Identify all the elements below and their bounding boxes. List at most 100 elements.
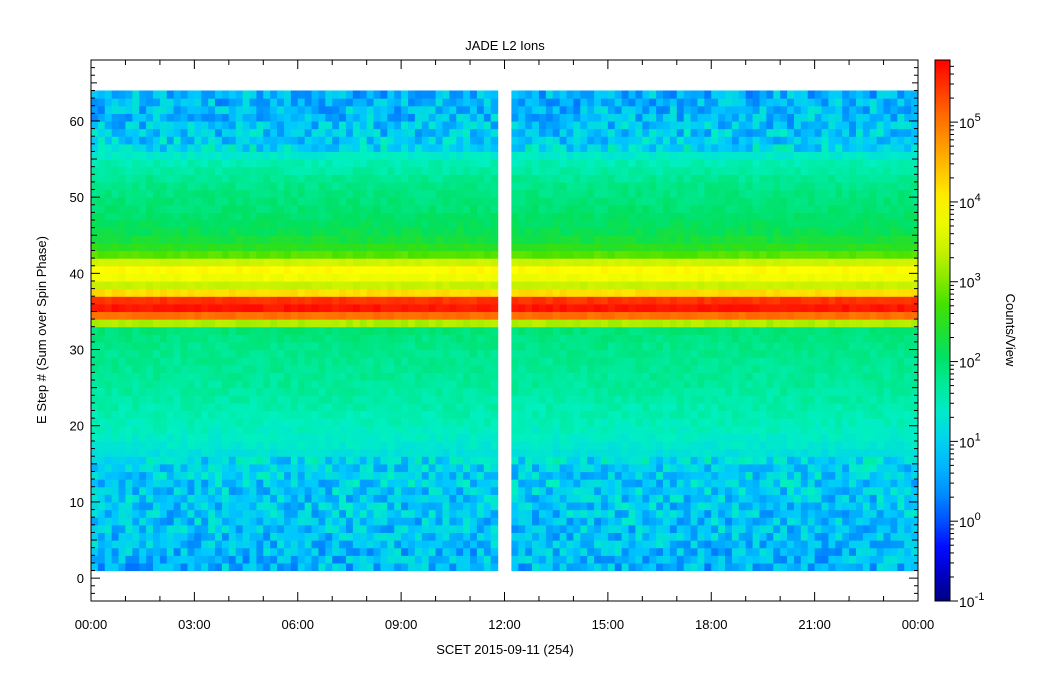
heatmap-cell — [132, 387, 140, 396]
heatmap-cell — [159, 547, 168, 556]
heatmap-cell — [159, 494, 168, 503]
heatmap-cell — [408, 471, 416, 480]
heatmap-cell — [435, 509, 444, 518]
heatmap-cell — [476, 448, 485, 457]
heatmap-cell — [153, 98, 161, 107]
heatmap-cell — [153, 181, 161, 191]
heatmap-cell — [538, 220, 547, 229]
heatmap-cell — [649, 547, 657, 556]
heatmap-cell — [263, 227, 271, 236]
heatmap-cell — [139, 120, 147, 130]
heatmap-cell — [614, 189, 623, 198]
heatmap-cell — [332, 357, 340, 366]
heatmap-cell — [146, 174, 154, 183]
heatmap-cell — [401, 410, 409, 419]
heatmap-cell — [463, 562, 471, 572]
heatmap-cell — [476, 540, 485, 549]
heatmap-cell — [187, 540, 195, 549]
heatmap-cell — [270, 120, 278, 130]
heatmap-cell — [580, 105, 588, 114]
heatmap-cell — [559, 258, 568, 267]
heatmap-cell — [173, 440, 182, 450]
heatmap-cell — [456, 372, 464, 381]
heatmap-cell — [566, 562, 575, 572]
heatmap-cell — [573, 250, 581, 259]
heatmap-cell — [449, 90, 457, 99]
heatmap-cell — [111, 311, 120, 320]
heatmap-cell — [594, 524, 602, 534]
heatmap-cell — [435, 105, 444, 114]
heatmap-cell — [270, 341, 278, 351]
heatmap-cell — [91, 280, 99, 290]
heatmap-cell — [153, 189, 161, 198]
heatmap-cell — [242, 242, 251, 252]
heatmap-cell — [614, 540, 623, 549]
heatmap-cell — [525, 456, 533, 465]
heatmap-cell — [525, 159, 533, 168]
heatmap-cell — [594, 265, 602, 274]
heatmap-cell — [545, 105, 554, 114]
heatmap-cell — [483, 471, 492, 480]
heatmap-cell — [132, 181, 140, 191]
heatmap-cell — [91, 265, 99, 274]
heatmap-cell — [97, 242, 106, 252]
heatmap-cell — [263, 486, 271, 495]
heatmap-cell — [442, 212, 450, 221]
heatmap-cell — [166, 212, 175, 221]
heatmap-cell — [428, 425, 437, 434]
heatmap-cell — [345, 380, 354, 389]
heatmap-cell — [297, 265, 306, 274]
heatmap-cell — [401, 463, 409, 473]
heatmap-cell — [345, 349, 354, 358]
heatmap-cell — [470, 151, 478, 160]
heatmap-cell — [132, 212, 140, 221]
heatmap-cell — [421, 273, 430, 282]
heatmap-cell — [263, 387, 271, 396]
heatmap-cell — [463, 90, 471, 99]
heatmap-cell — [290, 463, 299, 473]
heatmap-cell — [91, 524, 99, 534]
heatmap-cell — [194, 486, 202, 495]
heatmap-cell — [573, 418, 581, 427]
heatmap-cell — [352, 418, 361, 427]
heatmap-cell — [401, 448, 409, 457]
heatmap-cell — [283, 349, 292, 358]
heatmap-cell — [146, 387, 154, 396]
heatmap-cell — [97, 166, 106, 175]
heatmap-cell — [552, 204, 561, 213]
heatmap-cell — [518, 372, 526, 381]
heatmap-cell — [194, 235, 202, 244]
heatmap-cell — [235, 159, 244, 168]
heatmap-cell — [166, 296, 175, 305]
heatmap-cell — [642, 418, 650, 427]
heatmap-cell — [132, 372, 140, 381]
heatmap-cell — [594, 418, 602, 427]
heatmap-cell — [325, 463, 333, 473]
heatmap-cell — [345, 395, 354, 404]
heatmap-cell — [270, 448, 278, 457]
heatmap-cell — [580, 113, 588, 122]
heatmap-cell — [635, 280, 643, 290]
heatmap-cell — [470, 486, 478, 495]
heatmap-cell — [408, 151, 416, 160]
heatmap-cell — [366, 319, 375, 328]
heatmap-cell — [476, 105, 485, 114]
heatmap-cell — [518, 181, 526, 191]
heatmap-cell — [559, 372, 568, 381]
heatmap-cell — [394, 486, 402, 495]
heatmap-cell — [421, 349, 430, 358]
heatmap-cell — [187, 387, 195, 396]
heatmap-cell — [104, 159, 113, 168]
heatmap-cell — [607, 540, 616, 549]
heatmap-cell — [435, 433, 444, 442]
heatmap-cell — [518, 288, 526, 297]
heatmap-cell — [532, 204, 540, 213]
heatmap-cell — [573, 212, 581, 221]
heatmap-cell — [221, 479, 230, 488]
heatmap-cell — [311, 448, 320, 457]
heatmap-cell — [339, 143, 347, 153]
heatmap-cell — [132, 235, 140, 244]
heatmap-cell — [208, 98, 216, 107]
heatmap-cell — [428, 341, 437, 351]
heatmap-cell — [359, 334, 368, 343]
